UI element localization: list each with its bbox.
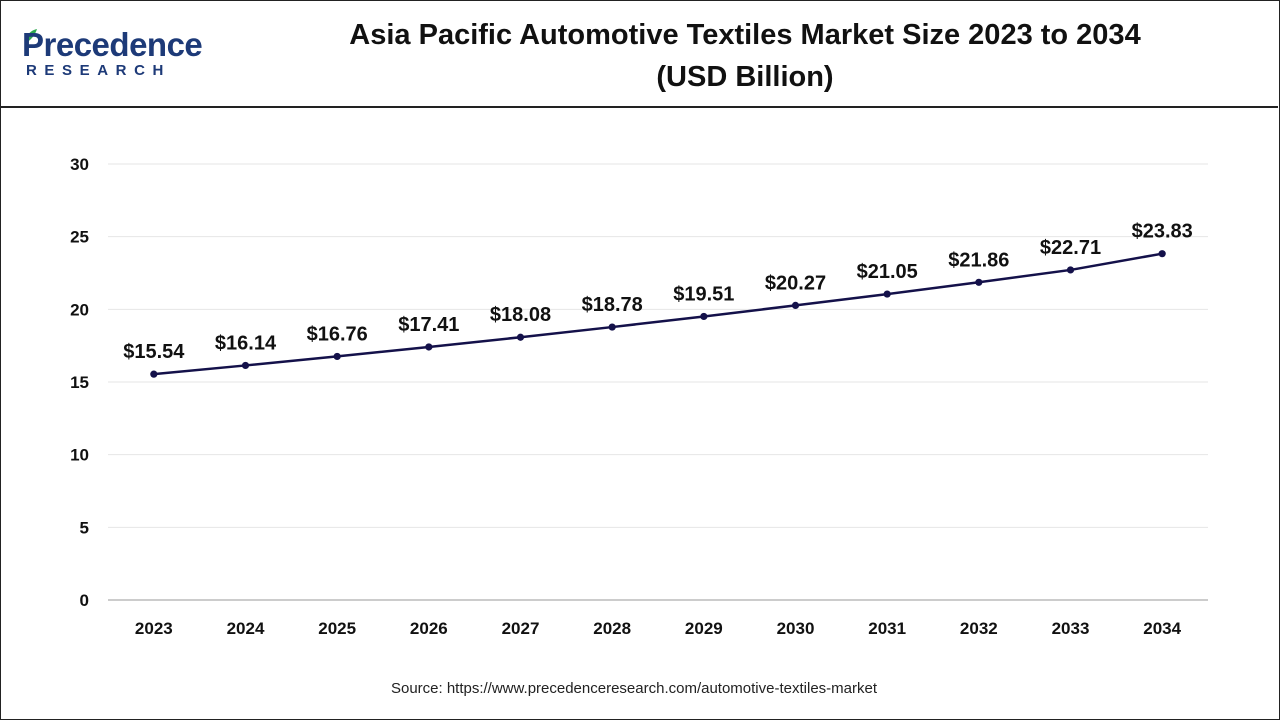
x-tick-label: 2030 xyxy=(777,619,815,638)
x-tick-label: 2031 xyxy=(868,619,906,638)
data-label: $17.41 xyxy=(398,314,459,336)
x-tick-label: 2034 xyxy=(1143,619,1181,638)
data-label: $16.14 xyxy=(215,332,277,354)
x-tick-label: 2027 xyxy=(502,619,540,638)
data-point xyxy=(700,312,708,321)
data-label: $22.71 xyxy=(1040,237,1101,259)
x-tick-label: 2033 xyxy=(1052,619,1090,638)
header: Precedence RESEARCH Asia Pacific Automot… xyxy=(0,0,1278,108)
logo-sub-text: RESEARCH xyxy=(26,62,171,79)
data-point xyxy=(516,333,525,341)
data-label: $18.08 xyxy=(490,304,551,326)
precedence-research-logo: Precedence RESEARCH xyxy=(22,28,222,84)
source-note: Source: https://www.precedenceresearch.c… xyxy=(390,680,878,697)
x-tick-label: 2032 xyxy=(960,619,998,638)
y-tick-label: 15 xyxy=(70,373,89,392)
data-point xyxy=(975,278,983,286)
chart-title-line-1: Asia Pacific Automotive Textiles Market … xyxy=(349,19,1141,51)
data-point xyxy=(333,352,341,361)
chart-title-line-2: (USD Billion) xyxy=(656,61,834,93)
y-tick-label: 25 xyxy=(70,228,89,247)
data-point xyxy=(150,370,158,378)
data-label: $18.78 xyxy=(582,294,643,316)
series-line xyxy=(153,252,1163,376)
y-tick-label: 10 xyxy=(70,446,89,465)
leaf-icon xyxy=(26,29,37,43)
data-point xyxy=(608,323,616,331)
x-tick-label: 2023 xyxy=(135,619,173,638)
y-tick-label: 0 xyxy=(80,591,89,610)
x-tick-label: 2026 xyxy=(410,619,448,638)
chart-title: Asia Pacific Automotive Textiles Market … xyxy=(250,14,1240,98)
logo-brand-text: Precedence xyxy=(22,26,203,63)
x-tick-label: 2029 xyxy=(685,619,723,638)
data-label: $23.83 xyxy=(1132,221,1193,243)
data-point xyxy=(883,290,891,298)
y-tick-label: 5 xyxy=(80,518,89,537)
data-point xyxy=(425,343,433,351)
y-tick-label: 30 xyxy=(70,155,89,174)
data-point xyxy=(791,301,800,310)
x-tick-label: 2028 xyxy=(593,619,631,638)
data-point xyxy=(1066,266,1075,274)
data-point xyxy=(241,361,250,370)
data-label: $16.76 xyxy=(307,323,368,345)
data-label: $15.54 xyxy=(123,341,185,363)
x-tick-label: 2025 xyxy=(318,619,356,638)
y-tick-label: 20 xyxy=(70,300,89,319)
data-label: $20.27 xyxy=(765,272,826,294)
data-label: $21.05 xyxy=(857,261,918,283)
data-label: $19.51 xyxy=(673,283,734,305)
x-tick-label: 2024 xyxy=(227,619,265,638)
data-point xyxy=(1158,250,1166,258)
data-label: $21.86 xyxy=(948,249,1009,271)
